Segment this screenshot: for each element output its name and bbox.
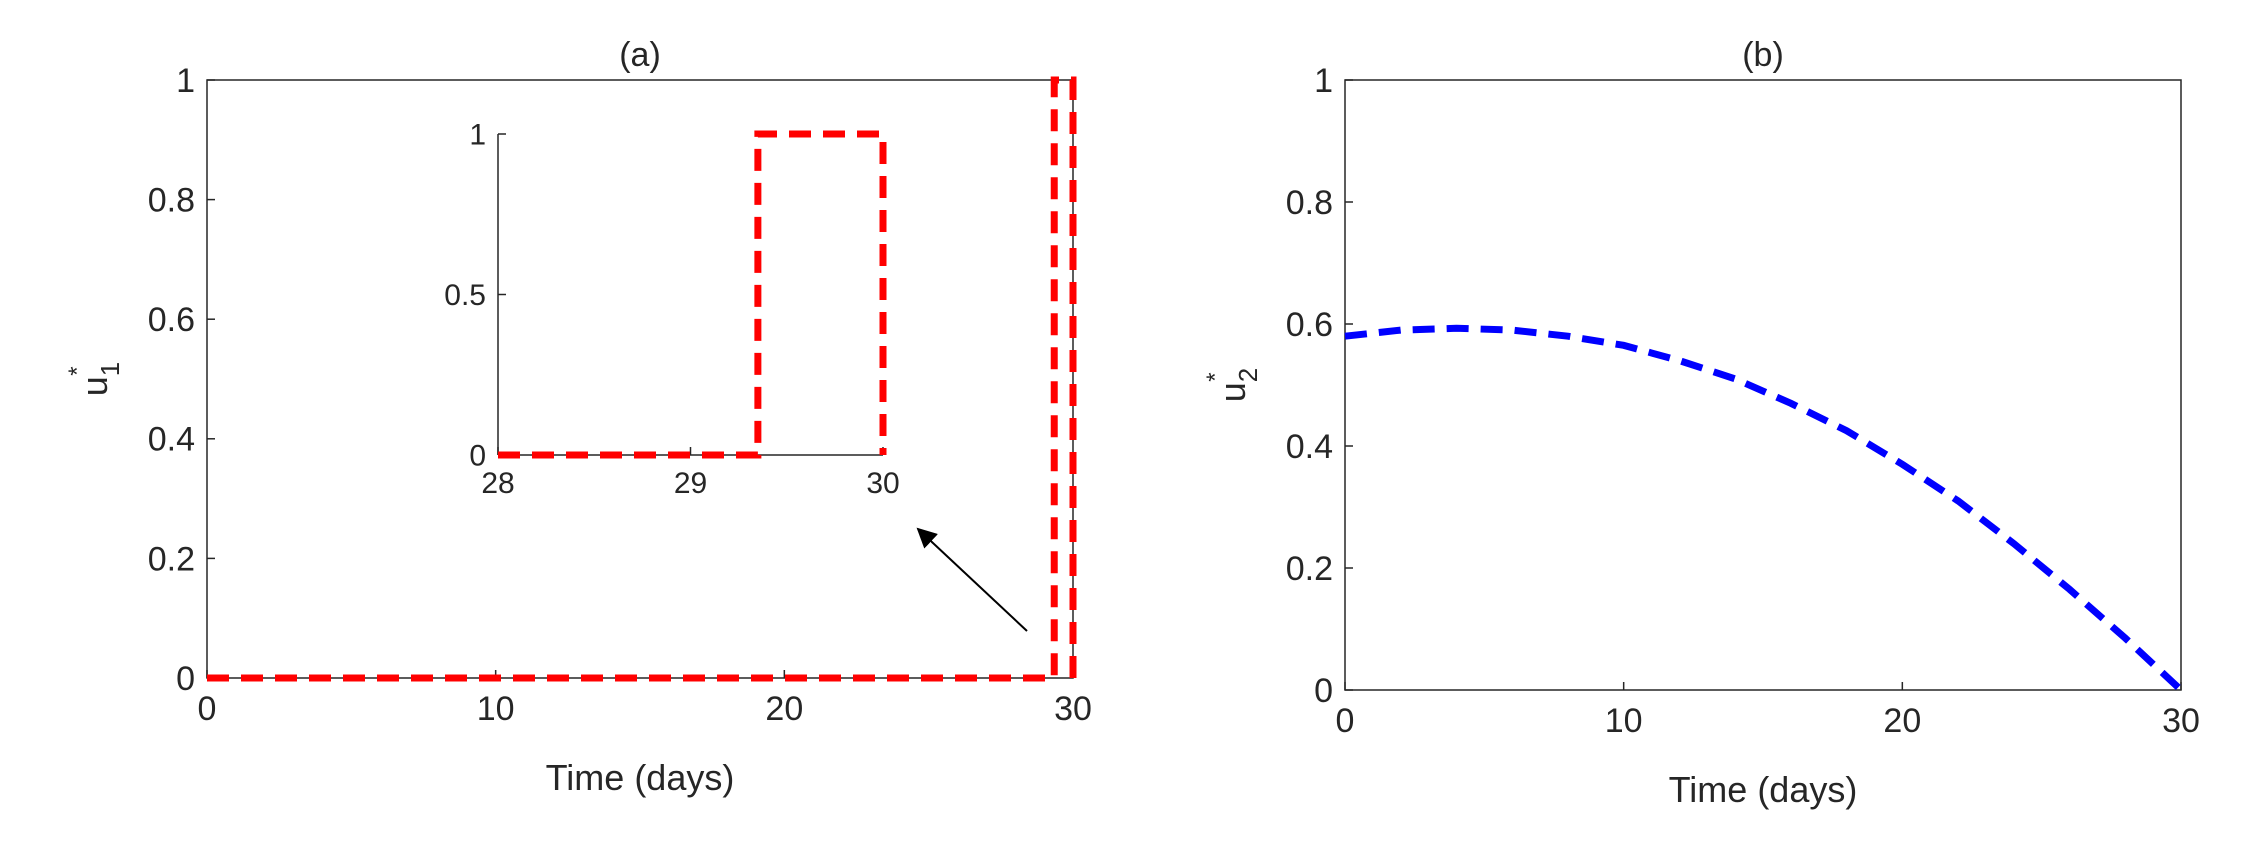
y-tick-label: 1 <box>469 119 486 152</box>
x-tick-label: 0 <box>198 690 217 728</box>
data-line <box>207 76 1077 682</box>
y-tick-label: 0.4 <box>1286 428 1333 466</box>
y-tick-label: 0.6 <box>1286 306 1333 344</box>
x-tick-label: 28 <box>481 467 514 500</box>
y-tick-label: 0.2 <box>1286 550 1333 588</box>
y-tick-label: 1 <box>176 62 195 100</box>
y-label-base: u <box>74 376 115 396</box>
x-tick-label: 29 <box>674 467 707 500</box>
x-axis-label: Time (days) <box>546 757 735 798</box>
x-tick-label: 10 <box>477 690 515 728</box>
y-tick-label: 0.5 <box>444 279 486 312</box>
y-axis-label: u2 * <box>1202 368 1263 403</box>
x-axis-label: Time (days) <box>1669 769 1858 810</box>
data-line <box>1344 324 2184 693</box>
y-tick-label: 0.2 <box>148 540 195 578</box>
y-tick-label: 0 <box>176 660 195 698</box>
y-label-base: u <box>1212 382 1253 402</box>
plot-frame <box>206 79 1074 679</box>
y-tick-label: 0.6 <box>148 301 195 339</box>
y-tick-label: 0.4 <box>148 421 195 459</box>
x-tick-label: 30 <box>2162 702 2200 740</box>
x-tick-label: 10 <box>1605 702 1643 740</box>
y-label-sup: * <box>64 366 91 375</box>
y-label-sub: 1 <box>95 362 125 376</box>
y-tick-label: 0.8 <box>1286 184 1333 222</box>
x-tick-label: 20 <box>1883 702 1921 740</box>
x-tick-label: 30 <box>1054 690 1092 728</box>
x-tick-label: 30 <box>866 467 899 500</box>
y-tick-label: 0 <box>1314 672 1333 710</box>
x-tick-label: 0 <box>1336 702 1355 740</box>
x-tick-label: 20 <box>765 690 803 728</box>
chart-title: (b) <box>1742 36 1784 74</box>
y-tick-label: 1 <box>1314 62 1333 100</box>
y-label-sub: 2 <box>1233 368 1263 382</box>
y-label-sup: * <box>1202 372 1229 381</box>
chart-title: (a) <box>619 36 661 74</box>
y-tick-label: 0.8 <box>148 182 195 220</box>
inset-background <box>498 134 883 455</box>
y-axis-label: u1 * <box>64 362 125 397</box>
zoom-arrow <box>916 527 1028 632</box>
y-tick-label: 0 <box>469 440 486 473</box>
plot-frame <box>1344 79 2182 691</box>
data-line <box>498 130 887 459</box>
